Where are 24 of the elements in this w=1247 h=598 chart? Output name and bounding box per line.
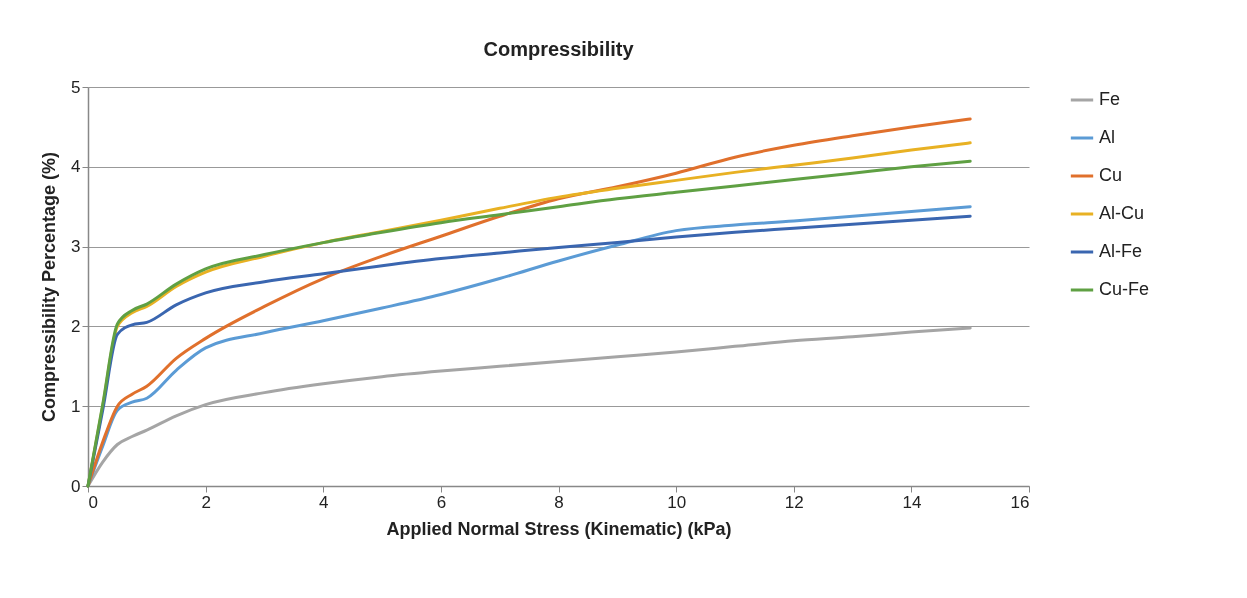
x-tick-label: 4 xyxy=(319,492,329,512)
y-tick-label: 0 xyxy=(71,476,81,496)
x-tick-label: 12 xyxy=(784,492,804,512)
y-tick-label: 3 xyxy=(71,237,81,257)
x-tick-label: 6 xyxy=(436,492,447,512)
legend-label: Cu-Fe xyxy=(1099,279,1150,299)
x-tick-label: 8 xyxy=(554,492,564,512)
legend-label: Cu xyxy=(1099,165,1123,185)
x-tick-label: 10 xyxy=(667,492,687,512)
y-tick-label: 2 xyxy=(71,316,81,336)
legend-label: Al-Cu xyxy=(1099,203,1145,223)
x-tick-label: 0 xyxy=(88,492,98,512)
x-tick-label: 14 xyxy=(902,492,922,512)
y-tick-label: 5 xyxy=(71,77,81,97)
legend-label: Al-Fe xyxy=(1099,241,1143,261)
y-tick-label: 1 xyxy=(71,396,81,416)
x-tick-label: 2 xyxy=(201,492,211,512)
legend-label: Fe xyxy=(1099,89,1121,109)
legend-label: Al xyxy=(1099,127,1116,147)
x-tick-label: 16 xyxy=(1010,492,1030,512)
y-tick-label: 4 xyxy=(71,157,81,177)
x-axis-title: Applied Normal Stress (Kinematic) (kPa) xyxy=(386,518,732,539)
y-axis-title: Compressibility Percentage (%) xyxy=(39,151,60,423)
chart-title: Compressibility xyxy=(483,38,635,60)
